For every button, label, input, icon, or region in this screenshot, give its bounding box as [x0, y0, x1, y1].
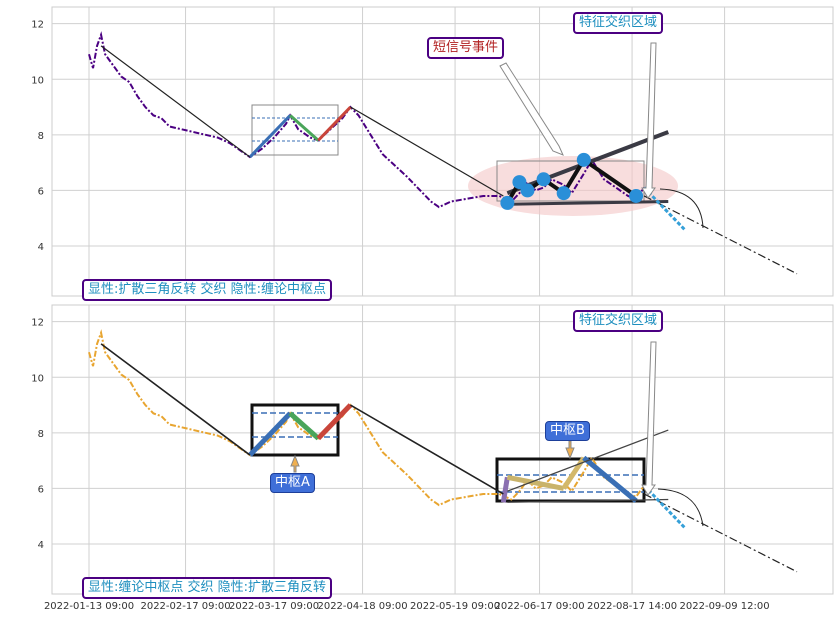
- bottom-grid: [52, 305, 833, 594]
- bottom-trend-lines: [100, 343, 798, 573]
- x-tick-label-1: 2022-02-17 09:00: [140, 601, 230, 612]
- pivot-a-label: 中枢A: [270, 473, 315, 493]
- x-tick-label-6: 2022-08-17 14:00: [587, 601, 677, 612]
- bottom-trend-down-2: [350, 404, 504, 495]
- top-zigzag-seg-2: [317, 105, 352, 142]
- bottom-fan-upper: [507, 429, 669, 492]
- bottom-zigzag-seg-0: [248, 411, 292, 457]
- curved-arrow-top: [659, 188, 704, 229]
- x-tick-label-5: 2022-06-17 09:00: [494, 601, 584, 612]
- top-zigzag-seg-1: [289, 114, 320, 142]
- top-pivot-points: [500, 152, 644, 210]
- top-trend-down-2: [350, 106, 504, 197]
- pivot-point-3: [536, 172, 551, 187]
- pivot-a-arrow: [290, 454, 300, 473]
- pivot-point-0: [500, 195, 515, 210]
- x-tick-label-3: 2022-04-18 09:00: [317, 601, 407, 612]
- top-trend-ext: [643, 195, 798, 275]
- pivot-point-2: [520, 183, 535, 198]
- x-tick-label-2: 2022-03-17 09:00: [229, 601, 319, 612]
- top-ytick-8: 8: [38, 131, 44, 142]
- bottom-fan-lower: [507, 498, 669, 503]
- bottom-ytick-6: 6: [38, 484, 44, 495]
- bottom-panel: 4 6 8 10 12 2022-01-13 09:00 2022-02-17 09:00…: [31, 304, 834, 612]
- pivot-b-label: 中枢B: [545, 421, 590, 441]
- bottom-legend: 显性:缠论中枢点 交织 隐性:扩散三角反转: [82, 577, 333, 599]
- bottom-trend-down-1: [100, 343, 251, 456]
- bottom-ytick-4: 4: [38, 540, 44, 551]
- pivot-point-6: [629, 188, 644, 203]
- feature-zone-arrow-top: [641, 42, 657, 199]
- x-tick-label-4: 2022-05-19 09:00: [410, 601, 500, 612]
- feature-zone-label-top: 特征交织区域: [573, 12, 664, 34]
- feature-zone-label-bottom: 特征交织区域: [573, 310, 664, 332]
- short-signal-arrow: [499, 62, 564, 156]
- signal-box: [496, 160, 645, 202]
- bottom-tail-segment: [643, 484, 686, 529]
- bottom-zigzag-b-seg-1: [506, 474, 565, 491]
- bottom-ytick-8: 8: [38, 429, 44, 440]
- feature-zone-arrow-bottom: [641, 341, 657, 496]
- bottom-zigzag-seg-2: [316, 403, 353, 441]
- x-tick-label-7: 2022-09-09 12:00: [680, 601, 770, 612]
- bottom-y-ticks: 4 6 8 10 12: [31, 318, 44, 551]
- bottom-plot-area: [51, 304, 834, 595]
- top-ytick-12: 12: [31, 20, 44, 31]
- top-trend-down-1: [100, 45, 251, 158]
- short-signal-label: 短信号事件: [427, 37, 505, 59]
- zigzag-box-top: [251, 104, 339, 156]
- pivot-point-5: [576, 152, 591, 167]
- bottom-price-series: [88, 329, 645, 507]
- top-grid: [52, 7, 833, 296]
- bottom-ytick-10: 10: [31, 373, 44, 384]
- top-ytick-4: 4: [38, 242, 44, 253]
- x-tick-label-0: 2022-01-13 09:00: [44, 601, 134, 612]
- bottom-zigzag-b-seg-0: [500, 476, 510, 503]
- top-y-ticks: 4 6 8 10 12: [31, 20, 44, 253]
- bottom-zigzag-seg-1: [288, 411, 320, 441]
- curved-arrow-bottom: [657, 488, 704, 527]
- bottom-zigzag-b-last: [582, 455, 638, 503]
- bottom-ytick-12: 12: [31, 318, 44, 329]
- x-axis-ticks: 2022-01-13 09:00 2022-02-17 09:002022-03-…: [44, 601, 770, 612]
- bottom-trend-ext: [643, 493, 798, 573]
- pivot-point-4: [556, 186, 571, 201]
- top-fan-lower: [507, 200, 669, 206]
- top-ytick-10: 10: [31, 75, 44, 86]
- top-ytick-6: 6: [38, 186, 44, 197]
- top-zigzag-seg-0: [248, 114, 292, 159]
- pivot-b-arrow: [565, 440, 575, 460]
- top-legend: 显性:扩散三角反转 交织 隐性:缠论中枢点: [82, 279, 333, 301]
